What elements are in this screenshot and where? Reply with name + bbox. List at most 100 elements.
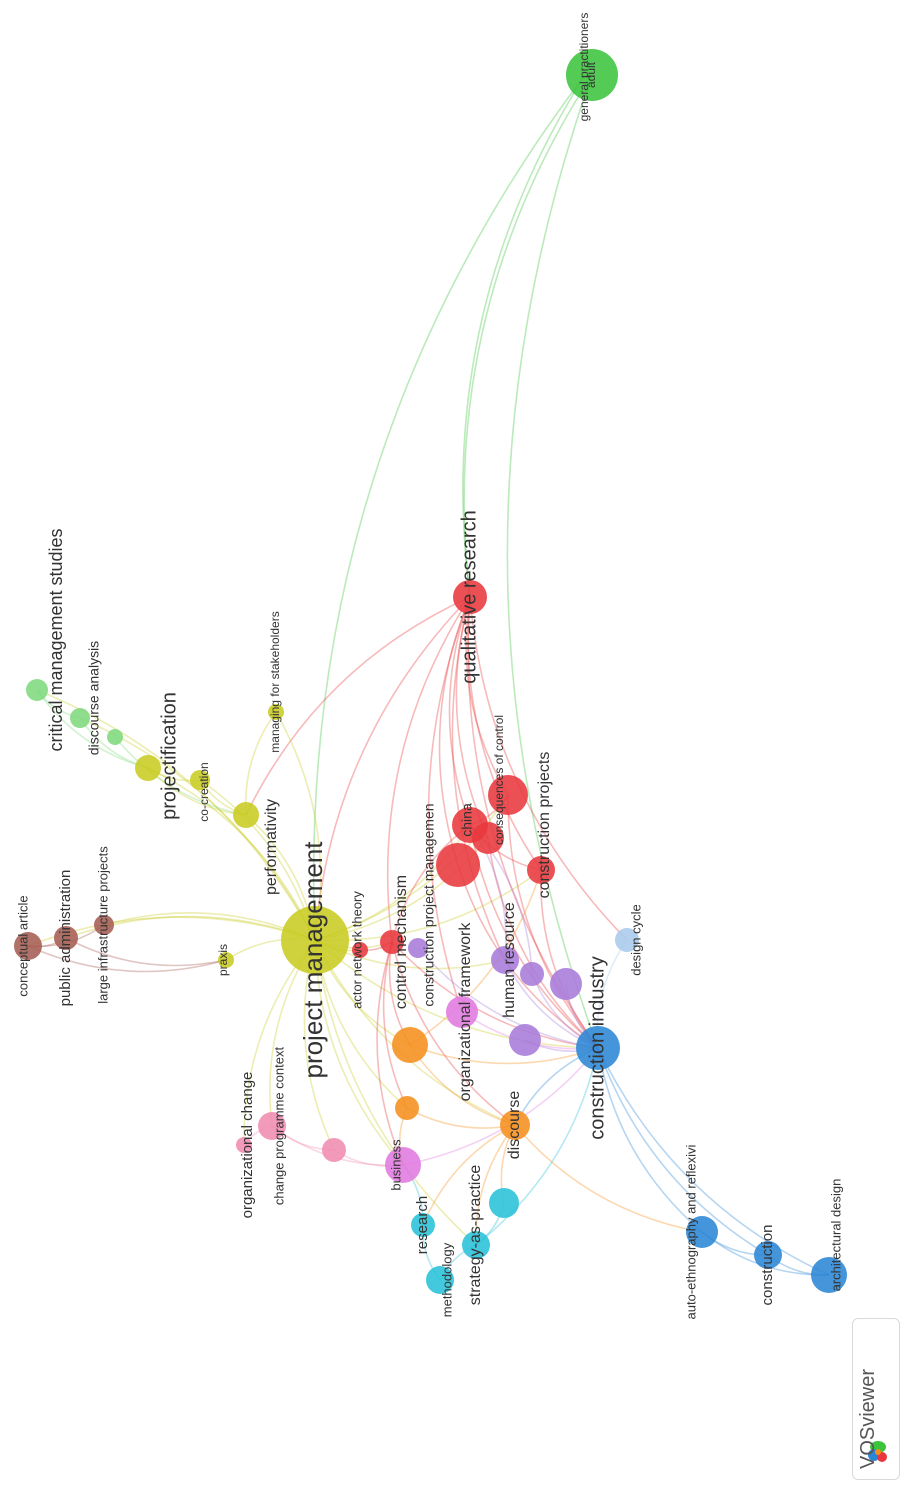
node-praxis[interactable] xyxy=(218,952,234,968)
node-critical-management-studies[interactable] xyxy=(26,679,48,701)
node-construction-project-managemen[interactable] xyxy=(436,843,480,887)
link-control_mechanism-construction_industry xyxy=(391,941,599,1049)
link-project_management-strategy_as_practice xyxy=(314,939,477,1246)
node-organizational-change[interactable] xyxy=(236,1137,252,1153)
link-red_big2-construction_industry xyxy=(487,837,599,1049)
node-public-administration[interactable] xyxy=(54,926,78,950)
node-research[interactable] xyxy=(411,1213,435,1237)
label-china: china xyxy=(459,803,475,837)
node-purple4[interactable] xyxy=(408,938,428,958)
label-praxis: praxis xyxy=(216,944,230,976)
link-discourse-research xyxy=(422,1124,516,1226)
label-conceptual-article: conceptual article xyxy=(15,895,30,996)
node-change-programme-context[interactable] xyxy=(258,1112,286,1140)
node-strategy-as-practice[interactable] xyxy=(462,1231,490,1259)
node-organizational-framework[interactable] xyxy=(446,996,478,1028)
node-purple1[interactable] xyxy=(520,962,544,986)
label-design-cycle: design cycle xyxy=(628,904,643,976)
label-construction-project-managemen: construction project managemen xyxy=(421,803,437,1006)
label-construction-projects: construction projects xyxy=(536,752,553,899)
edges-layer xyxy=(27,74,830,1281)
node-cyan1[interactable] xyxy=(489,1188,519,1218)
label-project-management: project management xyxy=(298,841,328,1079)
link-public_administration-praxis xyxy=(65,937,227,967)
label-projectification: projectification xyxy=(158,692,180,820)
link-qualitative_research-construction_project_managemen xyxy=(438,596,471,866)
node-orange1[interactable] xyxy=(392,1027,428,1063)
node-purple3[interactable] xyxy=(509,1024,541,1056)
node-red-big2[interactable] xyxy=(472,822,504,854)
node-pink1[interactable] xyxy=(322,1138,346,1162)
node-construction[interactable] xyxy=(754,1241,782,1269)
label-discourse: discourse xyxy=(506,1091,523,1160)
link-construction_industry-construction xyxy=(597,1047,769,1256)
link-qualitative_research-organizational_framework xyxy=(427,596,471,1013)
label-large-infrastructure-projects: large infrastructure projects xyxy=(95,846,110,1004)
link-discourse-auto_ethnography xyxy=(514,1124,703,1233)
link-construction_industry-architectural_design xyxy=(597,1047,830,1276)
label-architectural-design: architectural design xyxy=(828,1179,843,1292)
label-auto-ethnography: auto-ethnography and reflexivi xyxy=(683,1144,698,1319)
link-orange1-construction_industry xyxy=(409,1044,599,1065)
link-green_small1-performativity xyxy=(114,736,247,816)
link-critical_management_studies-projectification xyxy=(36,689,149,769)
vosviewer-logo: VOSviewer xyxy=(852,1318,900,1480)
link-strategy_as_practice-construction_industry xyxy=(475,1047,599,1246)
label-discourse-analysis: discourse analysis xyxy=(86,641,102,755)
node-performativity[interactable] xyxy=(233,802,259,828)
node-discourse-analysis[interactable] xyxy=(70,708,90,728)
link-qualitative_research-performativity xyxy=(245,596,471,816)
node-construction-projects[interactable] xyxy=(527,856,555,884)
link-qualitative_research-china xyxy=(448,596,471,826)
node-methodology[interactable] xyxy=(426,1266,454,1294)
node-projectification[interactable] xyxy=(135,755,161,781)
node-control-mechanism[interactable] xyxy=(380,930,404,954)
node-auto-ethnography[interactable] xyxy=(686,1216,718,1248)
node-green-small1[interactable] xyxy=(107,729,123,745)
node-managing-for-stakeholders[interactable] xyxy=(268,704,284,720)
node-human-resource[interactable] xyxy=(491,946,519,974)
link-control_mechanism-business xyxy=(376,941,404,1166)
label-adult: adult xyxy=(584,61,598,88)
label-co-creation: co-creation xyxy=(197,762,211,821)
link-purple4-construction_industry xyxy=(417,947,599,1049)
label-change-programme-context: change programme context xyxy=(271,1046,286,1205)
link-qualitative_research-control_mechanism xyxy=(386,596,471,943)
label-methodology: methodology xyxy=(439,1242,454,1317)
nodes-layer xyxy=(14,49,847,1294)
label-control-mechanism: control mechanism xyxy=(393,875,410,1009)
node-business[interactable] xyxy=(385,1147,421,1183)
label-qualitative-research: qualitative research xyxy=(458,510,480,683)
label-strategy-as-practice: strategy-as-practice xyxy=(467,1165,484,1306)
link-consequences_of_control-construction_industry xyxy=(507,794,599,1049)
vosviewer-logo-icon xyxy=(868,1441,887,1462)
label-human-resource: human resource xyxy=(501,902,518,1018)
node-conceptual-article[interactable] xyxy=(14,932,42,960)
node-orange2[interactable] xyxy=(395,1096,419,1120)
vosviewer-logo-text: VOSviewer xyxy=(857,1368,879,1469)
node-adult[interactable] xyxy=(566,49,618,101)
node-project-management[interactable] xyxy=(281,906,349,974)
node-purple2[interactable] xyxy=(550,968,582,1000)
node-qualitative-research[interactable] xyxy=(453,580,487,614)
node-discourse[interactable] xyxy=(500,1110,530,1140)
label-general-practitioners: general practitioners xyxy=(577,13,591,122)
link-qualitative_research-human_resource xyxy=(451,596,506,961)
label-managing-for-stakeholders: managing for stakeholders xyxy=(268,611,282,752)
node-architectural-design[interactable] xyxy=(811,1257,847,1293)
node-large-infrastructure-projects[interactable] xyxy=(94,915,114,935)
node-co-creation[interactable] xyxy=(190,770,210,790)
node-consequences-of-control[interactable] xyxy=(488,775,528,815)
label-critical-management-studies: critical management studies xyxy=(46,528,66,751)
label-performativity: performativity xyxy=(263,799,280,895)
link-construction_projects-construction_industry xyxy=(540,869,599,1049)
label-actor-network-theory: actor network theory xyxy=(349,891,364,1009)
node-construction-industry[interactable] xyxy=(576,1026,620,1070)
node-actor-network-theory[interactable] xyxy=(352,942,368,958)
node-design-cycle[interactable] xyxy=(615,928,639,952)
label-public-administration: public administration xyxy=(57,870,74,1007)
link-adult-qualitative_research xyxy=(463,74,593,598)
link-adult-construction_industry xyxy=(506,74,599,1049)
